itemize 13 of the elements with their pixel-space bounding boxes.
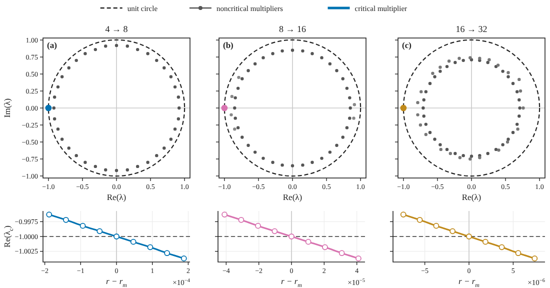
annotation: (b) — [223, 40, 234, 50]
chart-title: 4 → 8 — [105, 24, 128, 34]
chart-title: 16 → 32 — [456, 24, 488, 34]
x-axis-title: r − r$_{m}$ — [458, 276, 480, 288]
y-axis-title: Im(λ) — [2, 98, 12, 118]
x-axis-title: r − r$_{m}$ — [106, 276, 128, 288]
annotation: (c) — [402, 40, 412, 50]
x-axis-title: Re(λ) — [106, 192, 126, 202]
annotation: (a) — [47, 40, 58, 50]
x-axis-title: r − r$_{m}$ — [281, 276, 303, 288]
chart-title: 8 → 16 — [279, 24, 306, 34]
x-axis-title: Re(λ) — [462, 192, 482, 202]
x-axis-title: Re(λ) — [282, 192, 302, 202]
